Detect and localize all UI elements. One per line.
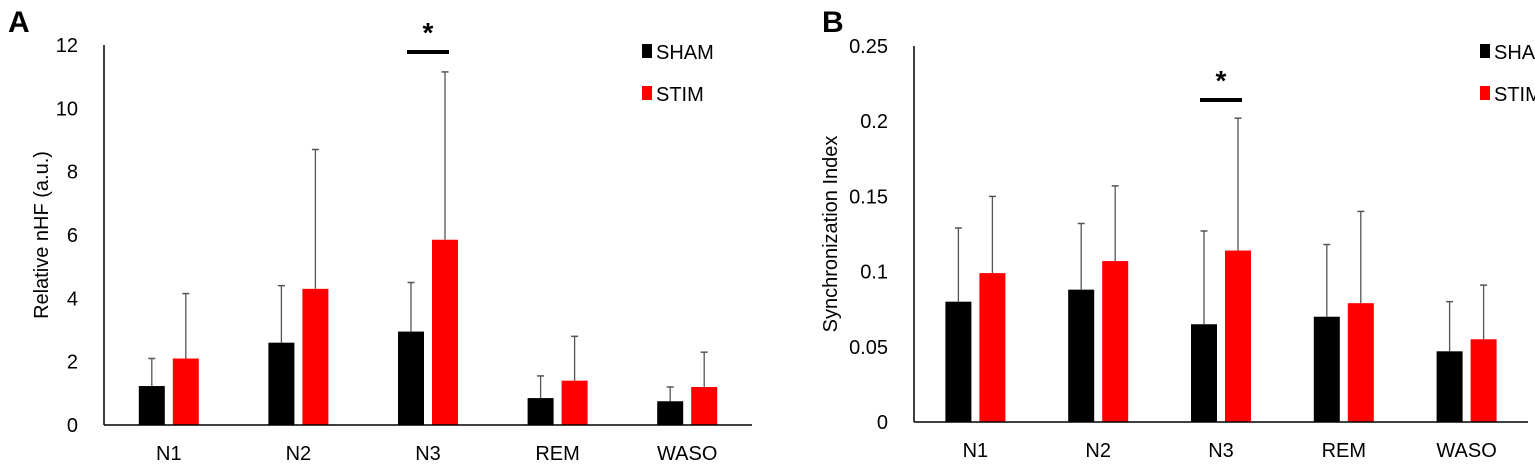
- bar-sham-n1: [945, 301, 972, 422]
- x-tick-label: N3: [415, 443, 441, 465]
- legend-label-stim: STIM: [656, 84, 704, 106]
- panel-a: A 0 2 4 6 8 10 12 Relative nHF (a.u.) N1 N2 N3 * REM W…: [8, 6, 752, 465]
- x-tick-label: N1: [963, 440, 989, 462]
- bar-sham-waso: [1436, 351, 1463, 422]
- legend-swatch-sham: [642, 44, 652, 58]
- bar-sham-n3: [1191, 324, 1217, 422]
- legend-swatch-sham: [1480, 44, 1490, 58]
- y-axis-label: Relative nHF (a.u.): [31, 151, 53, 319]
- bar-stim-rem: [1347, 303, 1374, 422]
- bar-sham-n2: [1068, 289, 1095, 422]
- bar-sham-waso: [657, 401, 684, 425]
- bar-stim-n3: [1225, 250, 1251, 422]
- legend-label-stim: STIM: [1494, 84, 1535, 106]
- y-tick-label: 0.1: [860, 262, 888, 284]
- y-tick-label: 0.25: [849, 36, 888, 58]
- x-tick-label: WASO: [1436, 440, 1496, 462]
- y-tick-label: 6: [67, 225, 78, 247]
- y-tick-label: 0.15: [849, 186, 888, 208]
- legend-swatch-stim: [642, 86, 652, 100]
- bar-stim-n2: [1102, 261, 1129, 422]
- y-tick-label: 2: [67, 352, 78, 374]
- bar-stim-n3: [432, 239, 458, 425]
- y-tick-label: 10: [56, 98, 78, 120]
- panel-label: A: [8, 6, 30, 39]
- y-tick-label: 12: [56, 35, 78, 57]
- bar-sham-n2: [268, 342, 295, 425]
- panel-label: B: [822, 6, 844, 39]
- x-tick-label: REM: [535, 443, 579, 465]
- y-tick-label: 0.2: [860, 111, 888, 133]
- y-tick-label: 0: [877, 412, 888, 434]
- x-tick-label: N2: [1085, 440, 1111, 462]
- legend-label-sham: SHAM: [656, 42, 714, 64]
- bar-stim-n2: [302, 288, 329, 425]
- x-tick-label: N1: [156, 443, 182, 465]
- significance-star: *: [1216, 65, 1227, 96]
- y-tick-label: 4: [67, 288, 78, 310]
- bar-stim-waso: [1470, 339, 1497, 422]
- x-tick-label: REM: [1322, 440, 1366, 462]
- bar-stim-rem: [561, 380, 588, 425]
- bar-sham-rem: [527, 398, 554, 425]
- y-tick-label: 8: [67, 162, 78, 184]
- legend-swatch-stim: [1480, 86, 1490, 100]
- y-axis-label: Synchronization Index: [820, 136, 842, 333]
- bar-stim-n1: [172, 358, 199, 425]
- bar-sham-n1: [138, 386, 165, 425]
- bar-stim-waso: [691, 387, 718, 425]
- x-tick-label: WASO: [657, 443, 717, 465]
- y-tick-label: 0: [67, 415, 78, 437]
- legend-label-sham: SHAM: [1494, 42, 1535, 64]
- bar-stim-n1: [979, 273, 1006, 422]
- y-tick-label: 0.05: [849, 337, 888, 359]
- bar-sham-n3: [398, 331, 424, 425]
- x-tick-label: N3: [1208, 440, 1234, 462]
- panel-b: B 0 0.05 0.1 0.15 0.2 0.25 Synchronization Inde…: [820, 6, 1535, 462]
- x-tick-label: N2: [286, 443, 312, 465]
- bar-sham-rem: [1313, 316, 1340, 422]
- significance-star: *: [423, 17, 434, 48]
